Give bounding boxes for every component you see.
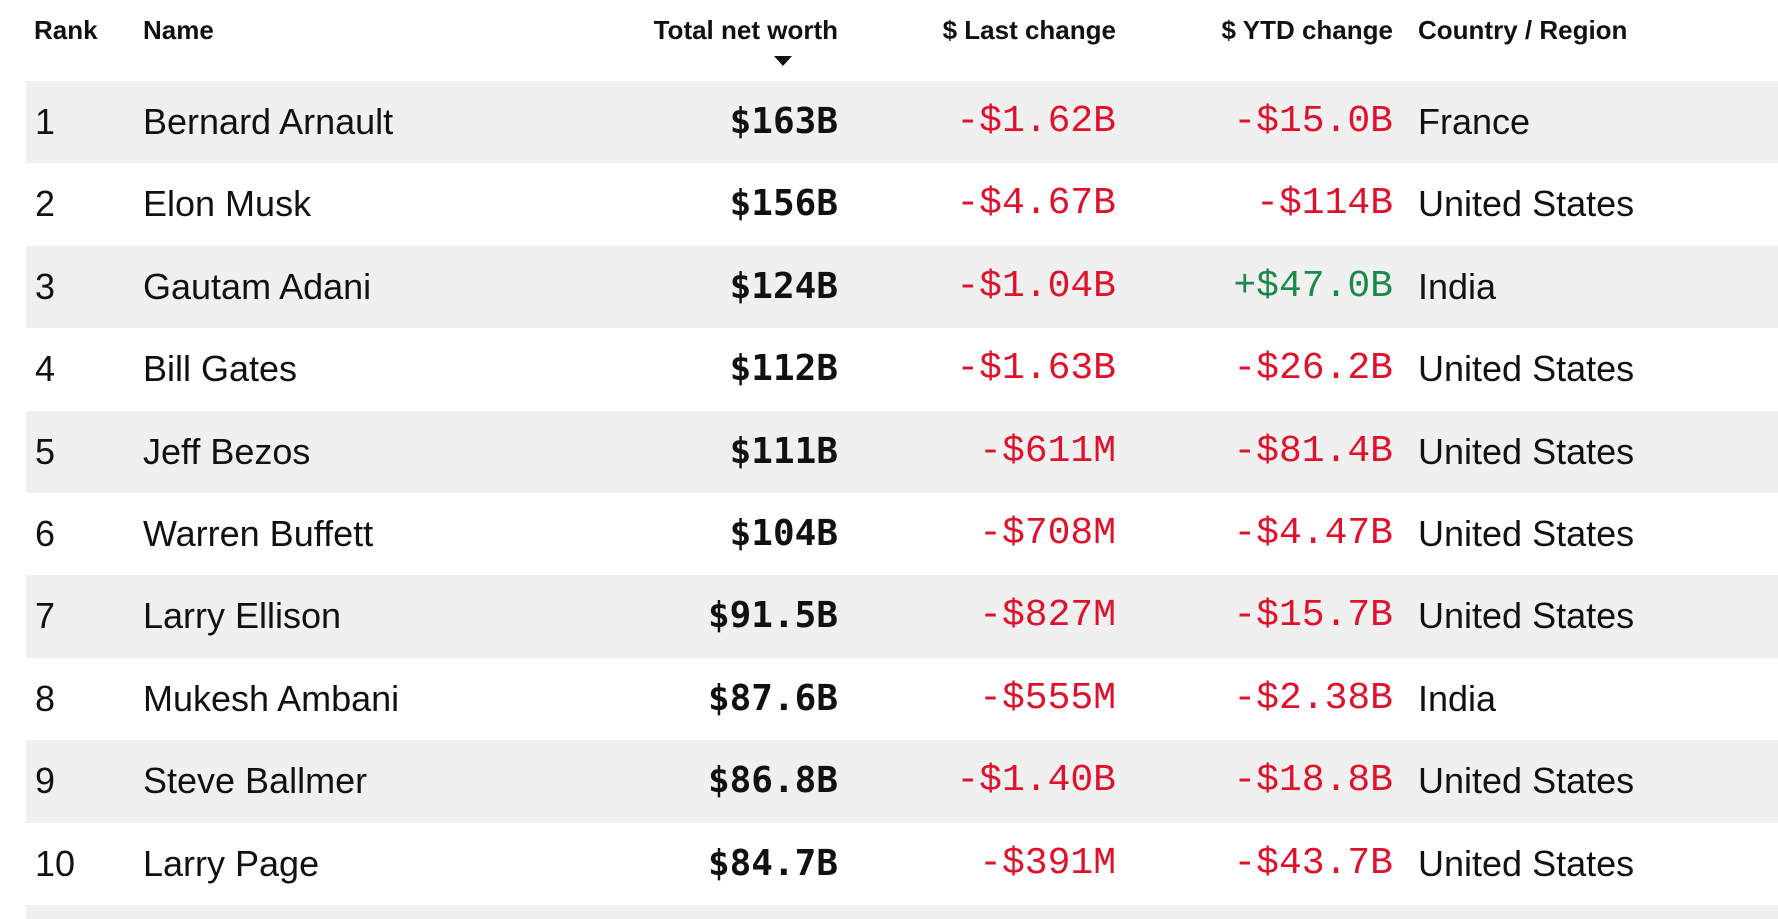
cell-net-worth: $84.7B <box>707 842 838 884</box>
sort-down-icon[interactable] <box>774 56 792 66</box>
table-body: 1 Bernard Arnault $163B -$1.62B -$15.0B Franc… <box>26 81 1778 905</box>
column-header-ytd-change[interactable]: $ YTD change <box>1221 15 1393 45</box>
cell-name[interactable]: Elon Musk <box>143 183 312 225</box>
cell-rank: 9 <box>35 760 56 802</box>
table-row-partial <box>26 904 1778 919</box>
cell-country: United States <box>1418 430 1635 472</box>
cell-rank: 8 <box>35 677 56 719</box>
cell-country: France <box>1418 101 1531 142</box>
cell-name[interactable]: Bernard Arnault <box>143 101 394 142</box>
table-header: Rank Name Total net worth $ Last change … <box>26 0 1778 81</box>
cell-rank: 2 <box>35 183 56 225</box>
cell-last-change: -$555M <box>979 676 1116 720</box>
column-header-net-worth[interactable]: Total net worth <box>653 15 838 45</box>
cell-ytd-change: -$114B <box>1256 182 1393 226</box>
table-row[interactable]: 1 Bernard Arnault $163B -$1.62B -$15.0B Franc… <box>26 81 1778 164</box>
cell-net-worth: $104B <box>729 512 838 554</box>
cell-net-worth: $156B <box>729 183 838 225</box>
table-row[interactable]: 9 Steve Ballmer $86.8B -$1.40B -$18.8B United… <box>26 740 1778 823</box>
cell-country: United States <box>1418 760 1635 802</box>
cell-last-change: -$391M <box>979 841 1116 885</box>
table-row[interactable]: 8 Mukesh Ambani $87.6B -$555M -$2.38B India <box>26 657 1778 741</box>
cell-name[interactable]: Gautam Adani <box>143 265 372 307</box>
cell-net-worth: $87.6B <box>707 677 838 719</box>
cell-last-change: -$1.62B <box>956 100 1116 143</box>
cell-name[interactable]: Larry Ellison <box>143 595 342 637</box>
cell-ytd-change: -$15.7B <box>1233 594 1393 638</box>
cell-last-change: -$611M <box>979 429 1116 473</box>
cell-rank: 7 <box>35 595 56 637</box>
cell-net-worth: $112B <box>729 348 838 390</box>
cell-rank: 1 <box>35 101 56 142</box>
column-header-country[interactable]: Country / Region <box>1418 15 1628 45</box>
table-row[interactable]: 6 Warren Buffett $104B -$708M -$4.47B United … <box>26 492 1778 576</box>
cell-last-change: -$4.67B <box>956 182 1116 226</box>
cell-last-change: -$1.04B <box>956 264 1116 308</box>
cell-net-worth: $163B <box>729 101 838 142</box>
column-header-rank[interactable]: Rank <box>34 15 98 45</box>
table-row[interactable]: 2 Elon Musk $156B -$4.67B -$114B United State… <box>26 163 1778 246</box>
table-row[interactable]: 3 Gautam Adani $124B -$1.04B +$47.0B India <box>26 245 1778 329</box>
cell-last-change: -$1.63B <box>956 347 1116 391</box>
table-row[interactable]: 7 Larry Ellison $91.5B -$827M -$15.7B United … <box>26 575 1778 658</box>
cell-name[interactable]: Warren Buffett <box>143 512 374 554</box>
cell-ytd-change: -$26.2B <box>1233 347 1393 391</box>
cell-name[interactable]: Mukesh Ambani <box>143 677 400 719</box>
table-row[interactable]: 4 Bill Gates $112B -$1.63B -$26.2B United Sta… <box>26 328 1778 411</box>
cell-country: United States <box>1418 595 1635 637</box>
cell-net-worth: $86.8B <box>707 760 838 802</box>
cell-rank: 5 <box>35 430 56 472</box>
cell-country: United States <box>1418 842 1635 884</box>
cell-name[interactable]: Larry Page <box>143 842 320 884</box>
cell-net-worth: $111B <box>729 430 838 472</box>
cell-rank: 3 <box>35 265 56 307</box>
cell-name[interactable]: Steve Ballmer <box>143 760 368 802</box>
billionaires-table: Rank Name Total net worth $ Last change … <box>26 0 1778 919</box>
cell-last-change: -$708M <box>979 511 1116 555</box>
cell-ytd-change: -$2.38B <box>1233 676 1393 720</box>
cell-rank: 4 <box>35 348 56 390</box>
cell-name[interactable]: Jeff Bezos <box>143 430 311 472</box>
cell-rank: 6 <box>35 512 56 554</box>
column-header-name[interactable]: Name <box>143 15 214 45</box>
table-row[interactable]: 10 Larry Page $84.7B -$391M -$43.7B United St… <box>26 822 1778 905</box>
column-header-last-change[interactable]: $ Last change <box>942 15 1116 45</box>
cell-ytd-change: -$18.8B <box>1233 759 1393 803</box>
cell-ytd-change: -$81.4B <box>1233 429 1393 473</box>
cell-net-worth: $91.5B <box>707 595 838 637</box>
cell-country: United States <box>1418 348 1635 390</box>
cell-last-change: -$1.40B <box>956 759 1116 803</box>
cell-country: United States <box>1418 512 1635 554</box>
cell-country: India <box>1418 677 1497 719</box>
cell-net-worth: $124B <box>729 265 838 307</box>
table-row[interactable]: 5 Jeff Bezos $111B -$611M -$81.4B United Stat… <box>26 410 1778 493</box>
cell-ytd-change: -$4.47B <box>1233 511 1393 555</box>
cell-name[interactable]: Bill Gates <box>143 348 298 390</box>
cell-ytd-change: +$47.0B <box>1233 264 1393 308</box>
cell-rank: 10 <box>35 842 76 884</box>
cell-last-change: -$827M <box>979 594 1116 638</box>
cell-ytd-change: -$43.7B <box>1233 841 1393 885</box>
cell-country: United States <box>1418 183 1635 225</box>
cell-country: India <box>1418 265 1497 307</box>
cell-ytd-change: -$15.0B <box>1233 100 1393 143</box>
